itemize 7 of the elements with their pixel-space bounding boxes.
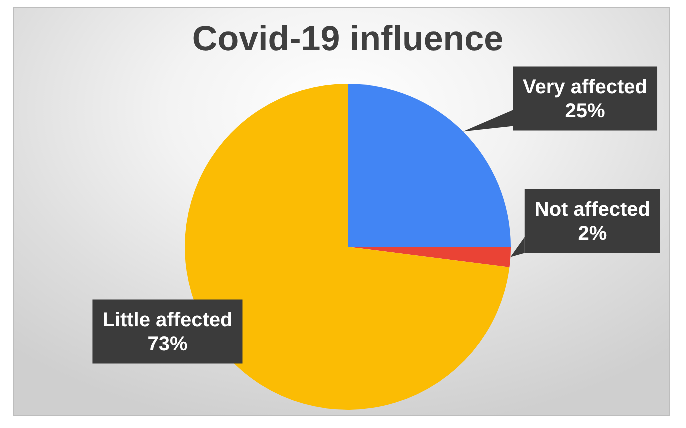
slice-label: Very affected (523, 76, 648, 98)
data-label: 2% (578, 222, 608, 245)
chart-title: Covid-19 influence (192, 20, 504, 59)
data-label: 73% (148, 333, 188, 356)
data-label: 25% (565, 100, 606, 122)
slice-label: Little affected (102, 309, 233, 332)
slice-label: Not affected (534, 198, 650, 221)
